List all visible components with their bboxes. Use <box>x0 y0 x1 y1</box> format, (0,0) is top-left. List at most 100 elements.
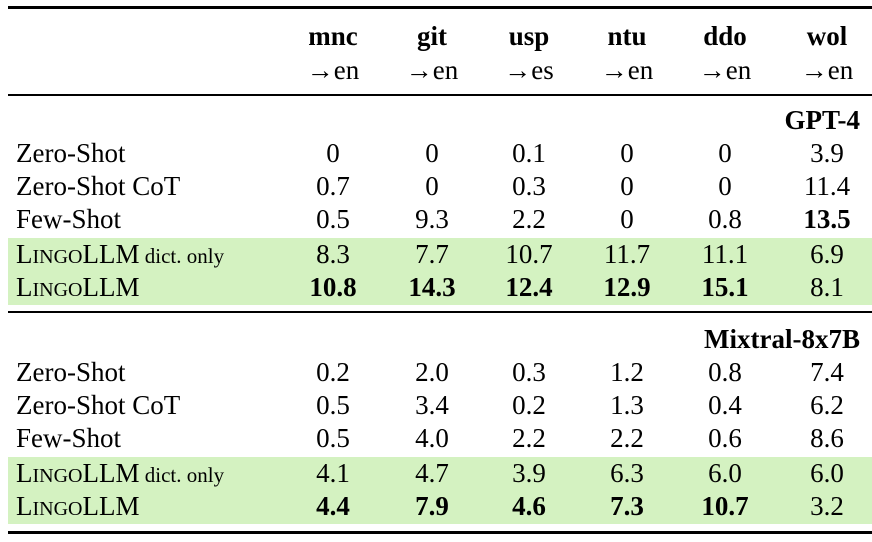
column-header-mnc: mnc <box>308 21 358 51</box>
bottom-rule <box>8 531 872 534</box>
method-name-smallcaps: INGO <box>32 279 83 301</box>
table-cell: 2.2 <box>512 423 546 453</box>
table-cell: 1.2 <box>610 357 644 387</box>
table-cell: 8.6 <box>810 423 844 453</box>
table-cell: 7.7 <box>415 239 449 269</box>
table-cell: 6.2 <box>810 390 844 420</box>
column-direction-ntu: →en <box>600 55 654 85</box>
section-rule <box>8 311 872 313</box>
row-label: LINGOLLM <box>16 490 140 526</box>
row-label: Few-Shot <box>16 204 122 234</box>
method-name-smallcaps: INGO <box>32 498 83 520</box>
table-cell: 12.4 <box>505 272 553 302</box>
table-cell: 11.1 <box>701 239 749 269</box>
row-label: LINGOLLM dict. only <box>16 238 224 274</box>
row-label: LINGOLLM <box>16 271 140 307</box>
table-cell: 0 <box>425 171 439 201</box>
column-header-wol: wol <box>806 21 848 51</box>
table-cell: 9.3 <box>415 204 449 234</box>
table-cell: 10.7 <box>701 491 749 521</box>
table-cell: 14.3 <box>408 272 456 302</box>
table-cell: 10.7 <box>505 239 553 269</box>
table-cell: 2.0 <box>415 357 449 387</box>
method-name-smallcaps: INGO <box>32 465 83 487</box>
column-header-ddo: ddo <box>703 21 747 51</box>
table-cell: 4.6 <box>512 491 546 521</box>
table-cell: 8.1 <box>810 272 844 302</box>
method-name-suffix: LLM <box>82 491 140 521</box>
table-cell: 2.2 <box>610 423 644 453</box>
table-cell: 4.4 <box>316 491 350 521</box>
column-header-git: git <box>417 21 447 51</box>
table-cell: 6.9 <box>810 239 844 269</box>
table-cell: 3.9 <box>810 138 844 168</box>
table-cell: 1.3 <box>610 390 644 420</box>
column-direction-usp: →es <box>504 55 554 85</box>
row-label: Zero-Shot <box>16 138 126 168</box>
method-name-initial: L <box>16 272 33 302</box>
table-cell: 0.5 <box>316 204 350 234</box>
table-cell: 3.4 <box>415 390 449 420</box>
table-cell: 0.2 <box>316 357 350 387</box>
table-cell: 7.4 <box>810 357 844 387</box>
method-name-smallcaps: INGO <box>32 246 83 268</box>
table-cell: 0.8 <box>708 357 742 387</box>
table-cell: 3.2 <box>810 491 844 521</box>
table-cell: 6.3 <box>610 458 644 488</box>
table-cell: 0.1 <box>512 138 546 168</box>
table-cell: 6.0 <box>708 458 742 488</box>
column-direction-mnc: →en <box>306 55 360 85</box>
table-cell: 4.0 <box>415 423 449 453</box>
column-direction-ddo: →en <box>698 55 752 85</box>
table-cell: 0.4 <box>708 390 742 420</box>
table-cell: 0 <box>620 204 634 234</box>
column-header-usp: usp <box>508 21 550 51</box>
gpt4-lingollm-highlight <box>8 238 872 305</box>
method-note: dict. only <box>139 244 225 268</box>
table-cell: 10.8 <box>309 272 357 302</box>
table-cell: 0 <box>718 171 732 201</box>
table-cell: 15.1 <box>701 272 749 302</box>
table-cell: 0 <box>620 138 634 168</box>
row-label: Few-Shot <box>16 423 122 453</box>
method-note: dict. only <box>139 463 225 487</box>
row-label: Zero-Shot <box>16 357 126 387</box>
row-label: Zero-Shot CoT <box>16 171 181 201</box>
table-cell: 0.3 <box>512 357 546 387</box>
column-header-ntu: ntu <box>607 21 647 51</box>
table-cell: 11.7 <box>603 239 651 269</box>
table-cell: 6.0 <box>810 458 844 488</box>
column-direction-wol: →en <box>800 55 854 85</box>
table-cell: 0.6 <box>708 423 742 453</box>
table-cell: 0 <box>425 138 439 168</box>
table-cell: 4.7 <box>415 458 449 488</box>
header-rule <box>8 94 872 96</box>
table-cell: 7.9 <box>415 491 449 521</box>
column-direction-git: →en <box>405 55 459 85</box>
top-rule <box>8 6 872 9</box>
table-cell: 11.4 <box>803 171 851 201</box>
method-name-suffix: LLM <box>82 458 140 488</box>
section-title-0: GPT-4 <box>784 105 860 135</box>
table-cell: 0.2 <box>512 390 546 420</box>
section-title-1: Mixtral-8x7B <box>704 324 860 354</box>
table-cell: 2.2 <box>512 204 546 234</box>
method-name-suffix: LLM <box>82 272 140 302</box>
table-cell: 0.3 <box>512 171 546 201</box>
method-name-initial: L <box>16 239 33 269</box>
row-label: LINGOLLM dict. only <box>16 457 224 493</box>
table-cell: 8.3 <box>316 239 350 269</box>
table-cell: 0.8 <box>708 204 742 234</box>
table-cell: 0 <box>326 138 340 168</box>
method-name-suffix: LLM <box>82 239 140 269</box>
row-label: Zero-Shot CoT <box>16 390 181 420</box>
table-cell: 7.3 <box>610 491 644 521</box>
method-name-initial: L <box>16 491 33 521</box>
mixtral-lingollm-highlight <box>8 457 872 524</box>
table-cell: 0 <box>718 138 732 168</box>
table-cell: 0.5 <box>316 390 350 420</box>
method-name-initial: L <box>16 458 33 488</box>
table-cell: 0 <box>620 171 634 201</box>
table-cell: 12.9 <box>603 272 651 302</box>
table-cell: 0.7 <box>316 171 350 201</box>
